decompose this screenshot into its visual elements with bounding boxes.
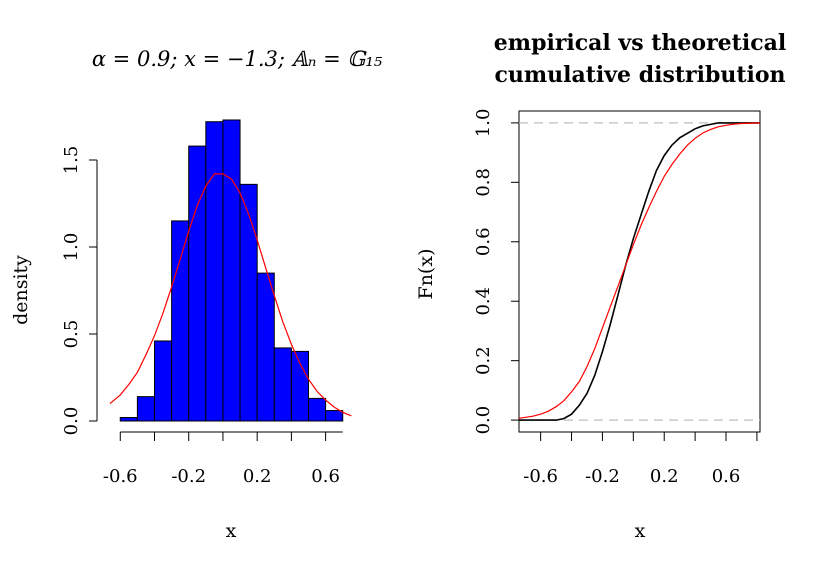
ecdf-panel: empirical vs theoretical cumulative dist…: [415, 30, 786, 542]
empirical-cdf-line: [519, 122, 760, 421]
histogram-bar: [136, 396, 155, 422]
histogram-y-tick-label: 0.0: [61, 407, 82, 436]
ecdf-subtitle: cumulative distribution: [494, 62, 785, 88]
ecdf-y-tick-label: 1.0: [473, 109, 494, 138]
theoretical-cdf-line: [518, 122, 761, 419]
ecdf-series-lines: [518, 122, 761, 421]
histogram-bar: [290, 350, 310, 422]
ecdf-y-tick-label: 0.2: [473, 346, 494, 375]
ecdf-x-tick-label: 0.2: [650, 466, 679, 487]
histogram-bar: [239, 183, 258, 422]
histogram-bar: [325, 410, 344, 422]
histogram-y-tick-label: 0.5: [61, 320, 82, 349]
ecdf-y-label: Fn(x): [415, 249, 437, 300]
ecdf-y-tick-label: 0.0: [473, 406, 494, 435]
histogram-y-label: density: [10, 255, 32, 325]
ecdf-reference-lines: [519, 122, 760, 421]
histogram-y-axis: 0.0 0.5 1.0 1.5: [61, 146, 98, 436]
ecdf-title: empirical vs theoretical: [494, 30, 786, 56]
histogram-x-axis: -0.6 -0.2 0.2 0.6: [103, 431, 343, 487]
histogram-bar: [308, 397, 327, 422]
histogram-x-tick-label: 0.2: [243, 466, 272, 487]
ecdf-y-tick-label: 0.6: [473, 227, 494, 256]
ecdf-x-label: x: [635, 520, 646, 542]
histogram-bar: [256, 272, 275, 422]
histogram-bar: [222, 119, 241, 422]
ecdf-x-tick-label: -0.2: [585, 466, 620, 487]
histogram-x-label: x: [226, 520, 237, 542]
ecdf-plot-box: [518, 110, 761, 433]
histogram-panel: α = 0.9; x = −1.3; 𝔸ₙ = 𝔾₁₅ -0.6 -0.2 0.2 0…: [10, 47, 383, 542]
histogram-bar: [119, 417, 138, 422]
ecdf-y-tick-label: 0.4: [473, 287, 494, 316]
histogram-bar: [153, 340, 173, 422]
ecdf-x-axis: -0.6 -0.2 0.2 0.6: [523, 432, 758, 487]
histogram-x-tick-label: 0.6: [311, 466, 340, 487]
density-curve-line: [109, 173, 352, 417]
histogram-title: α = 0.9; x = −1.3; 𝔸ₙ = 𝔾₁₅: [92, 47, 383, 71]
histogram-bar: [171, 220, 190, 422]
histogram-bar: [205, 121, 224, 422]
histogram-bar: [273, 347, 292, 422]
histogram-density-curve: [109, 173, 352, 417]
ecdf-x-tick-label: 0.6: [712, 466, 741, 487]
histogram-x-tick-label: -0.2: [171, 466, 206, 487]
ecdf-y-tick-label: 0.8: [473, 168, 494, 197]
histogram-y-tick-label: 1.0: [61, 233, 82, 262]
histogram-x-tick-label: -0.6: [103, 466, 138, 487]
histogram-y-tick-label: 1.5: [61, 146, 82, 175]
histogram-bar: [188, 145, 207, 422]
histogram-bars: [119, 119, 344, 422]
ecdf-x-tick-label: -0.6: [523, 466, 558, 487]
ecdf-y-axis: 0.0 0.2 0.4 0.6 0.8 1.0: [473, 109, 519, 435]
